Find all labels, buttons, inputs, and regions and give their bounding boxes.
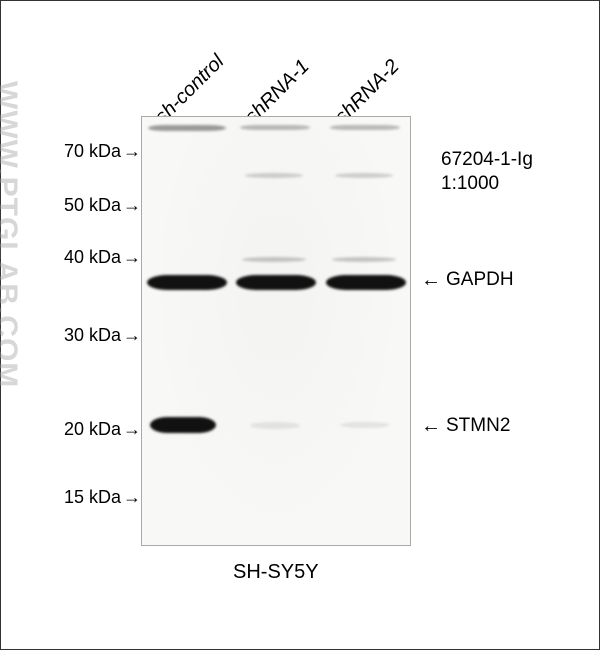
arrow-left-icon: ← — [421, 269, 441, 292]
band-gapdh — [326, 275, 406, 290]
cell-line-label: SH-SY5Y — [233, 561, 319, 584]
band-top-edge — [240, 125, 310, 130]
arrow-icon: → — [123, 325, 141, 346]
band-top-edge — [148, 125, 226, 131]
band-gapdh — [236, 275, 316, 290]
band-faint — [242, 257, 306, 262]
blot-membrane — [141, 116, 411, 546]
band-faint — [335, 173, 393, 178]
mw-label: 20 kDa — [21, 419, 121, 440]
band-gapdh — [147, 275, 227, 290]
mw-label: 50 kDa — [21, 195, 121, 216]
band-stmn2 — [250, 422, 300, 429]
arrow-icon: → — [123, 195, 141, 216]
mw-label: 15 kDa — [21, 487, 121, 508]
antibody-id: 67204-1-Ig — [441, 149, 533, 171]
blot-figure: WWW.PTGLAB.COM sh-control shRNA-1 shRNA-… — [0, 0, 600, 650]
target-label: GAPDH — [446, 269, 514, 291]
band-stmn2 — [340, 422, 390, 428]
watermark-text: WWW.PTGLAB.COM — [0, 81, 23, 388]
target-label: STMN2 — [446, 415, 510, 437]
antibody-dilution: 1:1000 — [441, 173, 499, 195]
arrow-icon: → — [123, 419, 141, 440]
arrow-icon: → — [123, 141, 141, 162]
arrow-icon: → — [123, 247, 141, 268]
band-faint — [245, 173, 303, 178]
band-top-edge — [330, 125, 400, 130]
band-faint — [332, 257, 396, 262]
mw-label: 40 kDa — [21, 247, 121, 268]
mw-label: 70 kDa — [21, 141, 121, 162]
mw-label: 30 kDa — [21, 325, 121, 346]
arrow-left-icon: ← — [421, 415, 441, 438]
band-stmn2 — [150, 417, 216, 433]
arrow-icon: → — [123, 487, 141, 508]
